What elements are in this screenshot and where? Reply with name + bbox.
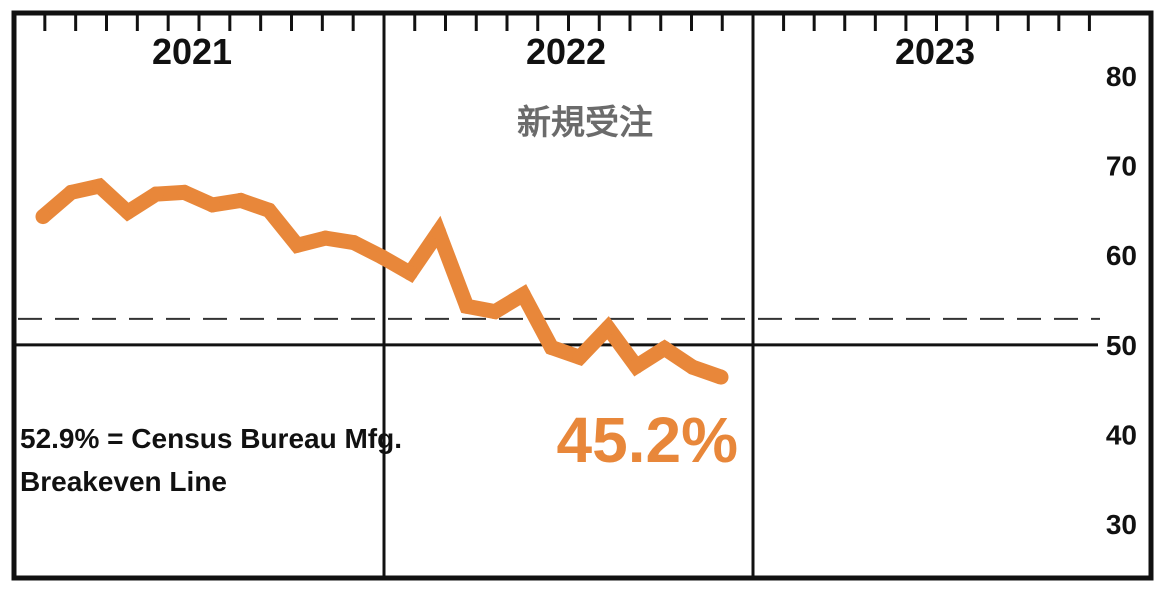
data-point — [148, 186, 164, 202]
month-tick-marks — [43, 15, 1091, 31]
data-point — [261, 202, 277, 218]
series-data-points — [35, 178, 729, 385]
chart-title: 新規受注 — [517, 103, 653, 143]
data-point — [205, 197, 220, 213]
data-point — [92, 178, 107, 194]
data-point — [487, 304, 503, 320]
y-tick-label: 50 — [1106, 330, 1137, 361]
data-point — [431, 224, 446, 240]
year-labels: 2021 2022 2023 — [152, 31, 975, 72]
data-point — [233, 192, 249, 208]
year-label-2023: 2023 — [895, 31, 975, 72]
year-label-2021: 2021 — [152, 31, 232, 72]
y-tick-label: 30 — [1106, 509, 1137, 540]
data-point — [120, 204, 136, 220]
data-point — [402, 265, 418, 281]
data-point — [657, 340, 672, 356]
data-point — [628, 358, 644, 374]
breakeven-annotation-line-2: Breakeven Line — [20, 466, 227, 497]
data-point — [572, 349, 588, 365]
data-point — [318, 230, 333, 246]
y-tick-label: 40 — [1106, 420, 1137, 451]
breakeven-annotation-line-1: 52.9% = Census Bureau Mfg. — [20, 423, 402, 454]
y-tick-label: 60 — [1106, 240, 1137, 271]
year-label-2022: 2022 — [526, 31, 606, 72]
last-value-label: 45.2% — [557, 404, 738, 476]
breakeven-annotation: 52.9% = Census Bureau Mfg. Breakeven Lin… — [20, 423, 410, 497]
data-point — [600, 320, 616, 336]
data-point — [289, 237, 305, 253]
data-point — [63, 184, 79, 200]
year-dividers — [382, 13, 755, 578]
y-axis-tick-labels: 30 40 50 60 70 80 — [1106, 61, 1137, 540]
data-point — [713, 369, 729, 385]
series-line-new-orders — [38, 177, 724, 385]
data-point — [35, 209, 51, 225]
y-tick-label: 80 — [1106, 61, 1137, 92]
data-point — [346, 235, 362, 251]
data-point — [544, 340, 559, 356]
data-point — [459, 298, 475, 314]
data-point — [515, 287, 531, 303]
data-point — [685, 359, 701, 375]
data-point — [176, 184, 192, 200]
chart-frame — [11, 10, 1154, 581]
y-tick-label: 70 — [1106, 150, 1137, 181]
data-point — [374, 249, 390, 265]
